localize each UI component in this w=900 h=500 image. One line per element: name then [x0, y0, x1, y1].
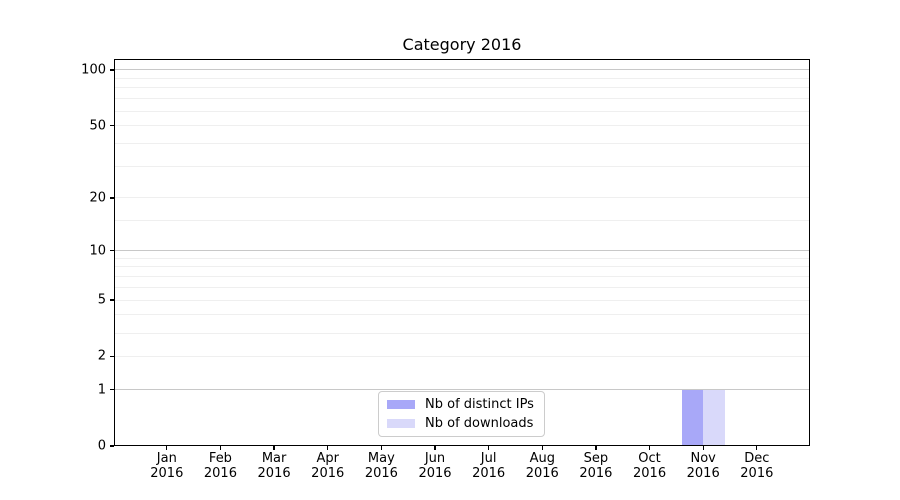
legend-label-distinct-ips: Nb of distinct IPs — [425, 397, 534, 412]
y-gridline-minor — [114, 355, 810, 357]
x-tick-label: May 2016 — [364, 451, 398, 481]
y-tick-mark — [110, 355, 114, 358]
y-gridline-major — [114, 389, 810, 391]
x-tick-label: Mar 2016 — [257, 451, 291, 481]
y-tick-mark — [110, 388, 114, 391]
y-tick-label: 5 — [97, 292, 106, 308]
y-gridline-minor — [114, 197, 810, 199]
bar-distinct-ips — [681, 389, 704, 446]
x-tick-label: Apr 2016 — [311, 451, 345, 481]
y-gridline-major — [114, 250, 810, 252]
x-tick-mark — [327, 446, 329, 450]
x-tick-label: Jan 2016 — [150, 451, 184, 481]
y-gridline-minor — [114, 257, 810, 259]
y-gridline-minor — [114, 142, 810, 144]
x-tick-mark — [648, 446, 651, 450]
y-gridline-minor — [114, 77, 810, 79]
legend-swatch-downloads — [387, 419, 415, 428]
y-gridline-minor — [114, 332, 810, 334]
x-tick-label: Oct 2016 — [633, 451, 667, 481]
x-tick-mark — [219, 446, 222, 450]
y-tick-mark — [110, 125, 114, 127]
y-tick-mark — [110, 69, 114, 71]
y-gridline-minor — [114, 276, 810, 278]
y-tick-mark — [110, 445, 114, 447]
x-tick-label: Dec 2016 — [740, 451, 774, 481]
x-tick-mark — [756, 446, 758, 450]
y-tick-label: 1 — [97, 382, 106, 398]
y-tick-mark — [110, 197, 114, 199]
legend-swatch-distinct-ips — [387, 400, 415, 409]
x-tick-label: Sep 2016 — [579, 451, 613, 481]
y-tick-label: 0 — [97, 438, 106, 454]
x-tick-label: Nov 2016 — [686, 451, 720, 481]
x-tick-label: Jun 2016 — [418, 451, 452, 481]
y-gridline-minor — [114, 98, 810, 100]
chart-title: Category 2016 — [402, 35, 522, 54]
x-tick-mark — [273, 446, 275, 450]
y-gridline-minor — [114, 110, 810, 112]
x-tick-mark — [595, 446, 597, 450]
y-tick-mark — [110, 299, 114, 301]
y-gridline-minor — [114, 219, 810, 221]
legend-label-downloads: Nb of downloads — [425, 416, 534, 431]
x-tick-mark — [166, 446, 168, 450]
y-gridline-minor — [114, 314, 810, 316]
x-tick-label: Jul 2016 — [472, 451, 506, 481]
x-tick-label: Aug 2016 — [525, 451, 559, 481]
y-gridline-minor — [114, 125, 810, 127]
y-tick-label: 20 — [89, 190, 106, 206]
y-gridline-minor — [114, 299, 810, 301]
x-tick-mark — [380, 446, 382, 450]
y-tick-mark — [110, 250, 114, 252]
y-gridline-major — [114, 69, 810, 71]
x-tick-mark — [702, 446, 704, 450]
x-tick-label: Feb 2016 — [203, 451, 237, 481]
y-gridline-minor — [114, 266, 810, 268]
y-gridline-minor — [114, 286, 810, 288]
legend-box: Nb of distinct IPs Nb of downloads — [378, 391, 545, 437]
y-tick-label: 50 — [89, 118, 106, 134]
legend-item-downloads: Nb of downloads — [387, 416, 536, 431]
y-tick-label: 10 — [89, 243, 106, 259]
legend-item-distinct-ips: Nb of distinct IPs — [387, 397, 536, 412]
y-tick-label: 2 — [97, 348, 106, 364]
y-gridline-minor — [114, 165, 810, 167]
x-tick-mark — [488, 446, 490, 450]
y-tick-label: 100 — [81, 62, 106, 78]
x-tick-mark — [434, 446, 436, 450]
x-tick-mark — [541, 446, 543, 450]
bar-downloads — [703, 389, 725, 446]
y-gridline-minor — [114, 87, 810, 89]
axes-frame — [114, 59, 810, 446]
